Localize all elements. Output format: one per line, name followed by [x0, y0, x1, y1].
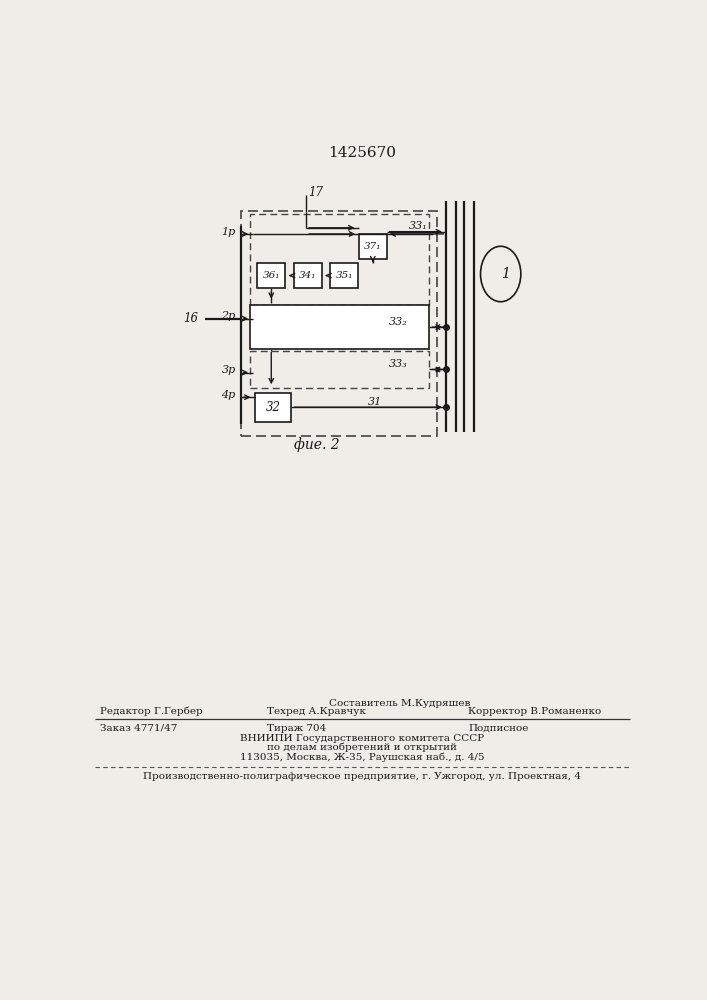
Text: 33₁: 33₁ [409, 221, 427, 231]
Bar [359, 234, 387, 259]
Text: Редактор Г.Гербер: Редактор Г.Гербер [100, 707, 203, 716]
Text: 36₁: 36₁ [262, 271, 280, 280]
Bar [255, 393, 291, 422]
Text: 34₁: 34₁ [299, 271, 317, 280]
Text: Составитель М.Кудряшев: Составитель М.Кудряшев [329, 699, 470, 708]
Text: Подписное: Подписное [468, 724, 529, 733]
Text: 1425670: 1425670 [328, 146, 396, 160]
Text: 113035, Москва, Ж-35, Раушская наб., д. 4/5: 113035, Москва, Ж-35, Раушская наб., д. … [240, 752, 484, 762]
Text: по делам изобретений и открытий: по делам изобретений и открытий [267, 743, 457, 752]
Bar [250, 214, 429, 305]
Text: 1: 1 [501, 267, 510, 281]
Text: 16: 16 [183, 312, 199, 325]
Text: ВНИИПИ Государственного комитета СССР: ВНИИПИ Государственного комитета СССР [240, 734, 484, 743]
Bar [250, 351, 429, 388]
Text: 1р: 1р [221, 227, 235, 237]
Text: фие. 2: фие. 2 [294, 438, 340, 452]
Bar [293, 263, 322, 288]
Bar [241, 211, 437, 436]
Bar [250, 305, 429, 349]
Text: 37₁: 37₁ [364, 242, 382, 251]
Text: Производственно-полиграфическое предприятие, г. Ужгород, ул. Проектная, 4: Производственно-полиграфическое предприя… [143, 772, 581, 781]
Text: Техред А.Кравчук: Техред А.Кравчук [267, 707, 366, 716]
Text: 33₂: 33₂ [389, 317, 408, 327]
Text: 35₁: 35₁ [335, 271, 353, 280]
Text: 32: 32 [266, 401, 281, 414]
Text: 33₃: 33₃ [389, 359, 408, 369]
Text: Тираж 704: Тираж 704 [267, 724, 326, 733]
Text: 17: 17 [308, 186, 324, 199]
Bar [330, 263, 358, 288]
Text: Корректор В.Романенко: Корректор В.Романенко [468, 707, 602, 716]
Text: 3р: 3р [221, 365, 235, 375]
Text: 31: 31 [368, 397, 382, 407]
Text: Заказ 4771/47: Заказ 4771/47 [100, 724, 177, 733]
Text: 4р: 4р [221, 390, 235, 400]
Text: 2р: 2р [221, 311, 235, 321]
Bar [257, 263, 285, 288]
